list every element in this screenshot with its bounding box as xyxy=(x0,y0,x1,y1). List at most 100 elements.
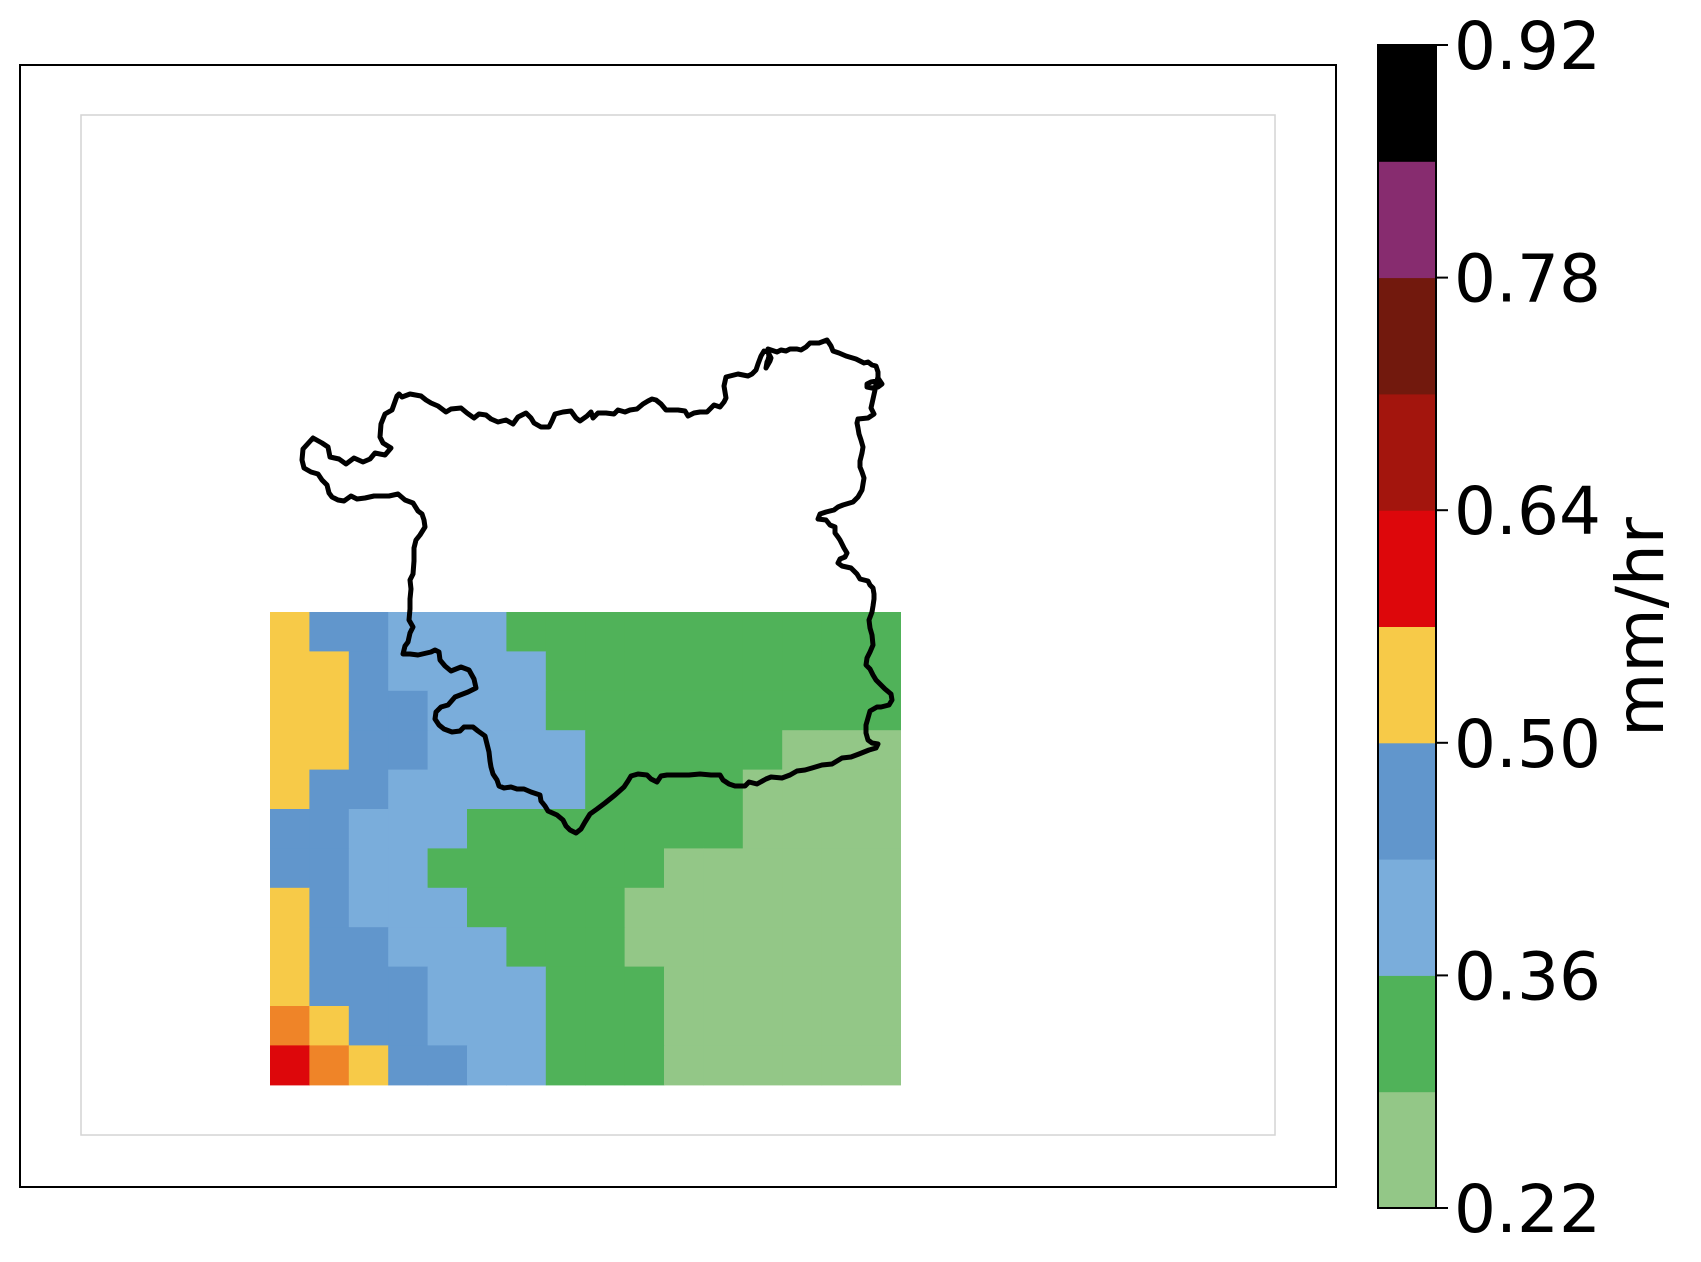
grid-cell xyxy=(664,966,704,1007)
grid-cell xyxy=(309,927,350,968)
colorbar-frame xyxy=(1377,44,1437,1209)
colorbar-segment xyxy=(1378,975,1436,1093)
grid-cell xyxy=(664,927,704,968)
grid-cell xyxy=(545,769,586,810)
grid-cell xyxy=(427,1006,468,1046)
grid-cell xyxy=(821,927,862,968)
grid-cell xyxy=(742,848,783,889)
precipitation-grid xyxy=(270,612,901,1086)
grid-cell xyxy=(467,612,507,652)
grid-cell xyxy=(742,887,783,928)
grid-cell xyxy=(388,1045,429,1086)
grid-cell xyxy=(545,651,586,692)
grid-cell xyxy=(506,927,547,968)
grid-cell xyxy=(270,809,310,849)
grid-cell xyxy=(388,927,429,968)
grid-cell xyxy=(270,848,310,889)
grid-cell xyxy=(624,887,665,928)
grid-cell xyxy=(427,1045,468,1086)
grid-cell xyxy=(545,848,586,889)
grid-cell xyxy=(270,612,310,652)
grid-cell xyxy=(467,927,507,968)
grid-cell xyxy=(861,809,901,849)
grid-cell xyxy=(348,690,389,731)
grid-cell xyxy=(309,848,350,889)
grid-cell xyxy=(545,887,586,928)
colorbar-tick-label: 0.50 xyxy=(1454,706,1601,783)
grid-cell xyxy=(388,1006,429,1046)
grid-cell xyxy=(467,690,507,731)
grid-cell xyxy=(427,769,468,810)
grid-cell xyxy=(309,1006,350,1046)
grid-cell xyxy=(506,690,547,731)
grid-cell xyxy=(782,1045,823,1086)
grid-cell xyxy=(427,809,468,849)
grid-cell xyxy=(388,887,429,928)
grid-cell xyxy=(782,651,823,692)
grid-cell xyxy=(782,730,823,771)
grid-cell xyxy=(467,1045,507,1086)
grid-cell xyxy=(703,651,744,692)
colorbar-segment xyxy=(1378,161,1436,279)
grid-cell xyxy=(703,927,744,968)
grid-cell xyxy=(782,848,823,889)
grid-cell xyxy=(270,651,310,692)
grid-cell xyxy=(585,730,626,771)
colorbar-segment xyxy=(1378,742,1436,860)
grid-cell xyxy=(664,809,704,849)
grid-cell xyxy=(467,887,507,928)
grid-cell xyxy=(270,769,310,810)
grid-cell xyxy=(506,848,547,889)
colorbar-segment xyxy=(1378,45,1436,162)
region-boundary xyxy=(299,337,895,836)
grid-cell xyxy=(467,809,507,849)
grid-cell xyxy=(270,927,310,968)
grid-cell xyxy=(427,887,468,928)
grid-cell xyxy=(309,887,350,928)
grid-cell xyxy=(309,769,350,810)
grid-cell xyxy=(703,1006,744,1046)
grid-cell xyxy=(742,651,783,692)
grid-cell xyxy=(861,966,901,1007)
grid-cell xyxy=(664,1045,704,1086)
grid-cell xyxy=(309,651,350,692)
grid-cell xyxy=(545,730,586,771)
grid-cell xyxy=(545,966,586,1007)
grid-cell xyxy=(348,966,389,1007)
grid-cell xyxy=(545,690,586,731)
grid-cell xyxy=(742,809,783,849)
grid-cell xyxy=(861,887,901,928)
grid-cell xyxy=(388,809,429,849)
colorbar-tick-label: 0.92 xyxy=(1454,8,1601,85)
grid-cell xyxy=(270,730,310,771)
grid-cell xyxy=(348,730,389,771)
grid-cell xyxy=(585,651,626,692)
grid-cell xyxy=(703,966,744,1007)
grid-cell xyxy=(348,651,389,692)
grid-cell xyxy=(270,1006,310,1046)
grid-cell xyxy=(388,730,429,771)
grid-cell xyxy=(821,966,862,1007)
grid-cell xyxy=(664,651,704,692)
grid-cell xyxy=(348,927,389,968)
colorbar-segment xyxy=(1378,626,1436,744)
grid-cell xyxy=(703,809,744,849)
grid-cell xyxy=(664,690,704,731)
grid-cell xyxy=(664,887,704,928)
colorbar-tick-label: 0.78 xyxy=(1454,241,1601,318)
map-extent-box xyxy=(80,114,1276,1136)
grid-cell xyxy=(506,966,547,1007)
grid-cell xyxy=(624,809,665,849)
grid-cell xyxy=(782,887,823,928)
grid-cell xyxy=(506,612,547,652)
grid-cell xyxy=(703,887,744,928)
grid-cell xyxy=(506,730,547,771)
grid-cell xyxy=(624,1006,665,1046)
grid-cell xyxy=(861,1045,901,1086)
grid-cell xyxy=(624,690,665,731)
grid-cell xyxy=(467,848,507,889)
grid-cell xyxy=(506,887,547,928)
grid-cell xyxy=(309,1045,350,1086)
grid-cell xyxy=(309,612,350,652)
grid-cell xyxy=(427,966,468,1007)
